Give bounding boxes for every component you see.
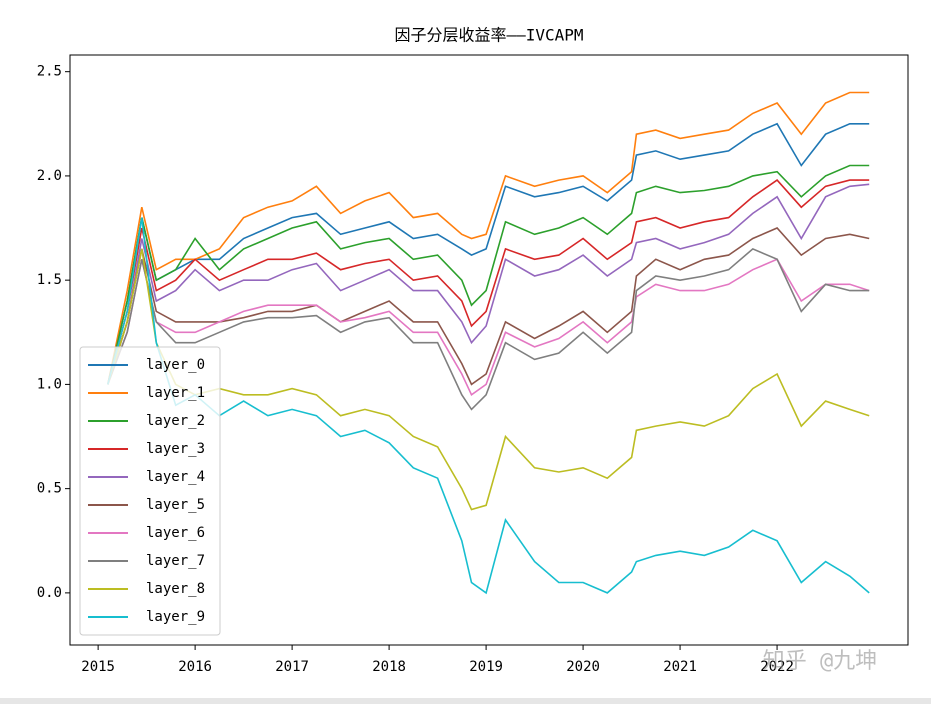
x-tick-label: 2015 <box>81 659 115 675</box>
chart-title: 因子分层收益率——IVCAPM <box>394 26 583 45</box>
watermark: 知乎 @九坤 <box>763 649 878 674</box>
y-tick-label: 1.0 <box>37 376 62 392</box>
x-tick-label: 2018 <box>372 659 406 675</box>
y-tick-label: 0.5 <box>37 481 62 497</box>
series-line <box>107 258 870 397</box>
y-tick-label: 0.0 <box>37 585 62 601</box>
y-tick-label: 1.5 <box>37 272 62 288</box>
x-tick-label: 2021 <box>663 659 697 675</box>
legend-box <box>79 346 221 636</box>
series-line <box>107 247 870 411</box>
y-tick-label: 2.5 <box>37 64 62 80</box>
legend-label: layer_8 <box>146 581 205 597</box>
legend-label: layer_4 <box>146 469 205 485</box>
x-tick-label: 2019 <box>469 659 503 675</box>
series-line <box>107 179 870 385</box>
series-line <box>107 227 870 386</box>
series-line <box>107 164 870 385</box>
legend-label: layer_9 <box>146 609 205 625</box>
series-line <box>107 183 870 385</box>
legend-label: layer_3 <box>146 441 205 457</box>
series-line <box>107 91 870 385</box>
legend-label: layer_7 <box>146 553 205 569</box>
legend-label: layer_0 <box>146 357 205 373</box>
x-tick-label: 2016 <box>178 659 212 675</box>
x-tick-label: 2017 <box>275 659 309 675</box>
x-tick-label: 2020 <box>566 659 600 675</box>
x-tick-label: 2022 <box>760 659 794 675</box>
bottom-strip <box>0 698 931 704</box>
legend-label: layer_6 <box>146 525 205 541</box>
series-line <box>107 122 870 385</box>
plot-frame <box>69 54 909 646</box>
legend-label: layer_5 <box>146 497 205 513</box>
legend-label: layer_2 <box>146 413 205 429</box>
y-tick-label: 2.0 <box>37 168 62 184</box>
legend-label: layer_1 <box>146 385 205 401</box>
